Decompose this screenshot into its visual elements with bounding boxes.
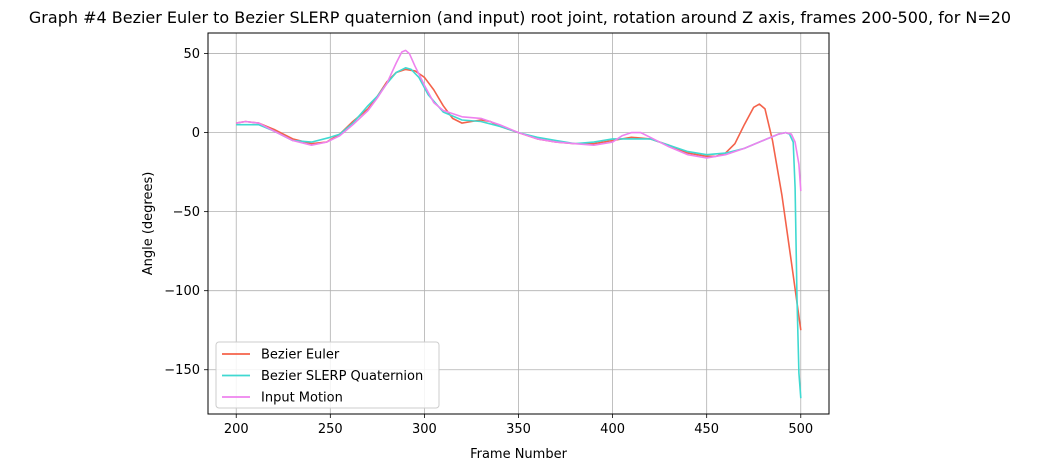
x-axis-label: Frame Number [470, 447, 568, 462]
series-lines [236, 49, 802, 399]
y-tick-label: 0 [192, 126, 200, 141]
legend-box [215, 341, 440, 409]
x-tick-label: 250 [318, 422, 343, 437]
legend-label-1: Bezier SLERP Quaternion [261, 369, 423, 384]
x-tick-label: 450 [694, 422, 719, 437]
y-tick-label: 50 [183, 47, 200, 62]
y-tick-label: −100 [164, 284, 200, 299]
x-tick-label: 300 [412, 422, 437, 437]
y-axis-label: Angle (degrees) [141, 172, 156, 276]
x-tick-label: 350 [506, 422, 531, 437]
x-tick-label: 500 [788, 422, 813, 437]
y-tick-label: −150 [164, 363, 200, 378]
legend-label-0: Bezier Euler [261, 348, 340, 363]
chart-title: Graph #4 Bezier Euler to Bezier SLERP qu… [29, 8, 1011, 27]
legend: Bezier Euler Bezier SLERP Quaternion Input… [215, 341, 440, 409]
series-line-2 [236, 49, 802, 192]
legend-label-2: Input Motion [261, 391, 343, 406]
y-tick-label: −50 [173, 205, 200, 220]
x-tick-label: 200 [224, 422, 249, 437]
x-tick-label: 400 [600, 422, 625, 437]
